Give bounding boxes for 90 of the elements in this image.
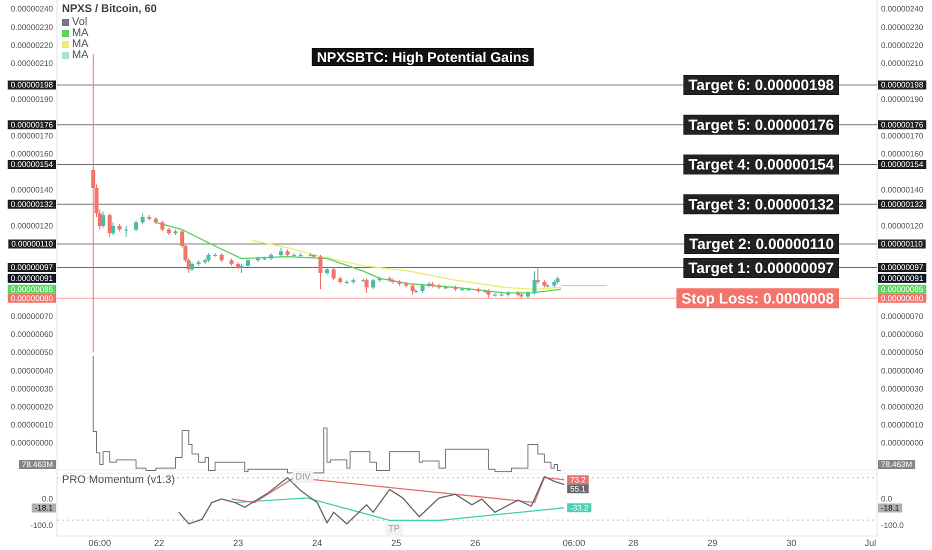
y-tick-label: 0.00000220 (10, 40, 54, 50)
y2-tick-label: 0.00000060 (881, 330, 924, 340)
y-tick-label: 0.00000160 (10, 149, 54, 158)
x-tick-label: 23 (233, 538, 244, 548)
y2-tick-label: 0.00000050 (881, 348, 924, 358)
y2-tick-label: 0.00000010 (881, 420, 924, 430)
y-tick-label: 0.00000085 (10, 284, 54, 294)
y-tick-label: -100.0 (30, 521, 54, 530)
y-tick-label: 0.00000154 (10, 160, 54, 170)
y2-tick-label: 0.00000091 (881, 274, 924, 284)
text: 78.463M (22, 460, 54, 470)
y-tick-label: 0.00000230 (10, 22, 54, 32)
y2-tick-label: -100.0 (881, 521, 904, 530)
y-tick-label: 0.00000176 (10, 120, 54, 130)
y2-tick-label: 0.00000132 (881, 200, 924, 209)
ref-line-label: Target 6: 0.00000198 (688, 77, 834, 94)
y-tick-label: 0.00000020 (10, 402, 54, 412)
x-tick-label: 26 (470, 538, 480, 548)
x-tick-label: 25 (391, 538, 402, 548)
annotation: TP (388, 523, 400, 534)
y-tick-label: 0.00000050 (10, 348, 54, 358)
y2-tick-label: 0.00000097 (881, 263, 924, 272)
y2-tick-label: 0.00000198 (881, 80, 924, 90)
y-tick-label: 0.00000198 (10, 80, 54, 90)
x-tick-label: 30 (786, 538, 796, 548)
x-tick-label: 06:00 (88, 538, 112, 548)
legend-label: MA (72, 38, 88, 50)
y-tick-label: 0.00000140 (10, 186, 54, 195)
y2-tick-label: 0.00000220 (881, 40, 924, 50)
y2-tick-label: 0.00000110 (881, 240, 924, 249)
ref-line-label: Target 5: 0.00000176 (688, 116, 834, 134)
y2-tick-label: 0.00000160 (881, 149, 924, 158)
y2-tick-label: 0.00000240 (881, 4, 924, 14)
y-tick-label: 0.00000060 (10, 330, 54, 340)
legend-label: Vol (72, 16, 88, 28)
legend-label: MA (72, 49, 88, 61)
x-tick-label: 06:00 (562, 538, 586, 548)
y-tick-label: 0.00000240 (10, 4, 54, 14)
y2-tick-label: 0.00000230 (881, 22, 924, 32)
y-tick-label: 0.00000110 (11, 240, 54, 249)
y-tick-label: 0.00000210 (10, 58, 54, 68)
y2-tick-label: 0.00000080 (881, 294, 924, 303)
y-tick-label: 0.0 (42, 494, 54, 504)
y2-tick-label: 0.00000210 (881, 58, 924, 68)
y2-tick-label: 0.00000085 (881, 284, 924, 294)
chart-subtitle: NPXS / Bitcoin, 60 (62, 3, 157, 15)
y-tick-label: 0.00000080 (10, 294, 54, 303)
text: -18.1 (881, 504, 900, 513)
annotation: DIV (295, 471, 311, 482)
text: NPXSBTC: High Potential Gains (312, 48, 534, 66)
y2-tick-label: 0.00000176 (881, 120, 924, 130)
y-tick-label: 0.00000170 (10, 131, 54, 140)
y-tick-label: 0.00000030 (10, 384, 54, 394)
y-tick-label: 0.00000040 (10, 366, 54, 376)
x-tick-label: 29 (707, 538, 718, 548)
ref-line-label: Target 2: 0.00000110 (689, 236, 834, 254)
y-tick-label: 0.00000190 (10, 95, 54, 104)
x-tick-label: 24 (312, 538, 322, 548)
y2-tick-label: 0.00000120 (881, 222, 924, 231)
y-tick-label: 0.00000120 (10, 222, 54, 231)
y2-tick-label: 0.0 (881, 494, 893, 504)
y2-tick-label: 0.00000000 (881, 438, 924, 448)
y2-tick-label: 0.00000190 (881, 95, 924, 104)
data-label: 73.2 (570, 475, 586, 484)
chart-title: PRO Momentum (v1.3) (62, 474, 176, 486)
y-tick-label: 0.00000000 (10, 438, 54, 448)
y2-tick-label: 0.00000140 (881, 186, 924, 195)
y2-tick-label: 0.00000154 (881, 160, 924, 170)
x-tick-label: 22 (154, 538, 164, 548)
ref-line-label: Stop Loss: 0.0000008 (681, 290, 834, 308)
ref-line-label: Target 1: 0.00000097 (688, 260, 834, 278)
text: -18.1 (34, 504, 54, 513)
y2-tick-label: 0.00000040 (881, 366, 924, 376)
y-tick-label: 0.00000097 (10, 263, 54, 272)
data-label: -33.2 (570, 504, 589, 513)
ref-line-label: Target 3: 0.00000132 (688, 196, 834, 214)
legend-label: MA (72, 27, 88, 39)
y2-tick-label: 0.00000020 (881, 402, 924, 412)
y2-tick-label: 0.00000030 (881, 384, 924, 394)
y-tick-label: 0.00000132 (10, 200, 54, 209)
data-label: 55.1 (570, 484, 586, 494)
y2-tick-label: 0.00000170 (881, 131, 924, 140)
y-tick-label: 0.00000091 (10, 274, 54, 284)
x-tick-label: Jul (864, 538, 876, 548)
y2-tick-label: 0.00000070 (881, 312, 924, 322)
y-tick-label: 0.00000010 (10, 420, 54, 430)
ref-line-label: Target 4: 0.00000154 (688, 156, 835, 174)
text: 78.463M (881, 460, 912, 470)
x-tick-label: 28 (628, 538, 638, 548)
y-tick-label: 0.00000070 (10, 312, 54, 322)
